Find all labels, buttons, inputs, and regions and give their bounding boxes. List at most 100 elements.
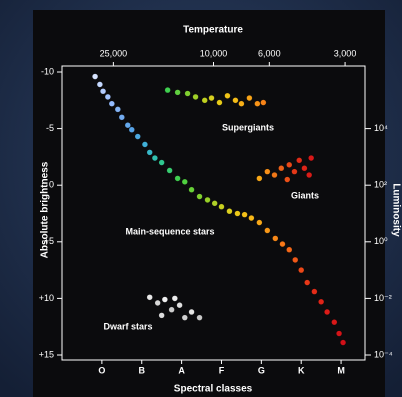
- star: [196, 314, 203, 321]
- y2-axis-title: Luminosity: [390, 183, 401, 237]
- y2-tick-label: 10⁴: [374, 123, 388, 133]
- y-axis-title: Absolute brightness: [40, 161, 51, 258]
- star: [196, 193, 203, 200]
- y-tick-label: -5: [46, 123, 54, 133]
- series-label: Dwarf stars: [103, 321, 152, 331]
- x-tick-label: K: [298, 365, 305, 375]
- star: [331, 319, 338, 326]
- x-tick-label: F: [219, 365, 225, 375]
- star: [232, 97, 239, 104]
- star: [158, 159, 165, 166]
- star: [181, 314, 188, 321]
- star: [118, 114, 125, 121]
- panel: [33, 10, 385, 397]
- y-tick-label: -10: [41, 66, 54, 76]
- x-tick-label: A: [178, 365, 185, 375]
- y-tick-label: +10: [39, 293, 54, 303]
- star: [311, 288, 318, 295]
- star: [164, 87, 171, 94]
- star: [318, 298, 325, 305]
- star: [246, 94, 253, 102]
- x2-tick-label: 6,000: [258, 48, 281, 58]
- star: [278, 165, 285, 172]
- y-tick-label: 0: [49, 180, 54, 190]
- star: [256, 219, 263, 226]
- x2-tick-label: 10,000: [200, 48, 228, 58]
- star: [96, 81, 103, 88]
- star: [264, 168, 271, 175]
- star: [134, 133, 141, 140]
- x2-tick-label: 25,000: [100, 48, 128, 58]
- star: [154, 299, 161, 306]
- star: [306, 171, 313, 179]
- y2-tick-label: 10²: [374, 180, 387, 190]
- x-axis-title: Spectral classes: [174, 384, 253, 395]
- star: [188, 186, 195, 193]
- star: [284, 176, 291, 183]
- star: [336, 330, 343, 337]
- star: [216, 99, 223, 106]
- star: [208, 94, 215, 102]
- star: [226, 208, 233, 215]
- star: [248, 214, 255, 222]
- series-label: Main-sequence stars: [125, 226, 214, 236]
- star: [176, 302, 183, 309]
- star: [124, 122, 131, 129]
- star: [238, 100, 245, 107]
- star: [241, 211, 248, 218]
- star: [211, 200, 218, 207]
- y2-tick-label: 10⁰: [374, 236, 388, 246]
- star: [218, 203, 225, 210]
- star: [161, 296, 168, 303]
- star: [128, 126, 135, 133]
- star: [271, 171, 278, 179]
- series-label: Supergiants: [222, 122, 274, 132]
- star: [174, 175, 181, 182]
- star: [254, 100, 261, 107]
- star: [146, 149, 153, 156]
- star: [188, 308, 195, 316]
- star: [264, 227, 271, 234]
- star: [92, 73, 99, 80]
- x2-tick-label: 3,000: [334, 48, 357, 58]
- star: [114, 106, 121, 113]
- star: [141, 141, 148, 148]
- star: [308, 154, 315, 162]
- star: [256, 175, 263, 182]
- y2-tick-label: 10⁻²: [374, 293, 392, 303]
- star: [192, 93, 199, 100]
- star: [298, 267, 305, 274]
- y2-tick-label: 10⁻⁴: [374, 349, 393, 359]
- star: [260, 99, 267, 106]
- star: [171, 295, 178, 302]
- star: [100, 88, 107, 95]
- star: [292, 256, 299, 263]
- y-tick-label: +15: [39, 349, 54, 359]
- y-tick-label: +5: [44, 236, 54, 246]
- star: [184, 90, 191, 97]
- star: [181, 178, 188, 185]
- star: [174, 89, 181, 96]
- star: [234, 210, 241, 217]
- star: [296, 157, 303, 164]
- star: [324, 308, 331, 316]
- star: [286, 161, 293, 168]
- star: [272, 235, 279, 242]
- star: [201, 97, 208, 104]
- x2-axis-title: Temperature: [183, 25, 243, 36]
- star: [286, 246, 293, 253]
- x-tick-label: M: [337, 365, 345, 375]
- star: [279, 241, 286, 248]
- star: [291, 168, 298, 175]
- star: [104, 93, 111, 100]
- series-label: Giants: [291, 190, 319, 200]
- x-tick-label: G: [258, 365, 265, 375]
- star: [204, 196, 211, 203]
- star: [166, 167, 173, 174]
- star: [108, 100, 115, 107]
- star: [146, 294, 153, 301]
- star: [340, 339, 347, 346]
- star: [151, 154, 158, 162]
